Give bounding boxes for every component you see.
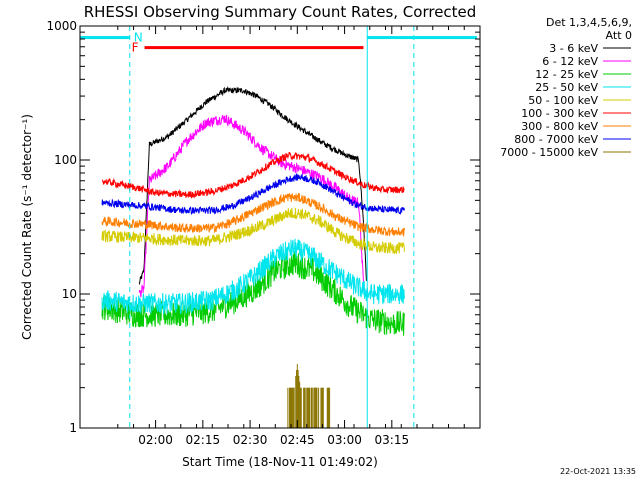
legend-header-line-1: Det 1,3,4,5,6,9, <box>546 16 632 29</box>
legend-header-line-2: Att 0 <box>606 29 632 42</box>
flare-bar <box>144 46 364 50</box>
series-line-800-7000kev <box>101 173 405 216</box>
y-tick-label: 10 <box>62 287 77 301</box>
legend-label: 7000 - 15000 keV <box>500 146 598 159</box>
night-bar <box>80 36 130 40</box>
x-tick-label: 03:15 <box>375 433 410 447</box>
x-tick-label: 02:45 <box>280 433 315 447</box>
chart-title: RHESSI Observing Summary Count Rates, Co… <box>84 3 477 21</box>
series-line-50-100kev <box>101 208 405 255</box>
legend-label: 50 - 100 keV <box>528 94 598 107</box>
legend-label: 3 - 6 keV <box>549 42 598 55</box>
legend-label: 800 - 7000 keV <box>514 133 598 146</box>
y-axis-label: Corrected Count Rate (s⁻¹ detector⁻¹) <box>20 114 34 340</box>
y-tick-label: 100 <box>54 153 77 167</box>
flare-flag-label: F <box>132 41 139 55</box>
footer-date: 22-Oct-2021 13:35 <box>560 467 636 476</box>
series-line-6-12kev <box>138 114 367 298</box>
legend-label: 12 - 25 keV <box>535 68 598 81</box>
plot-frame <box>79 25 481 429</box>
series-line-100-300kev <box>101 151 405 199</box>
y-tick-label: 1 <box>69 421 77 435</box>
series-line-25-50kev <box>101 238 405 316</box>
legend-label: 6 - 12 keV <box>542 55 598 68</box>
night-bar <box>367 36 477 40</box>
series-line-3-6kev <box>138 85 367 286</box>
y-tick-label: 1000 <box>46 19 77 33</box>
axes: 02:00 02:15 02:30 02:45 03:00 03:15 1 10 100 1000 <box>46 19 480 447</box>
x-tick-label: 03:00 <box>327 433 362 447</box>
x-tick-label: 02:15 <box>186 433 221 447</box>
series-line-300-800kev <box>101 193 405 237</box>
night-flag-label: N <box>134 31 143 45</box>
x-axis-label: Start Time (18-Nov-11 01:49:02) <box>182 455 378 469</box>
legend-label: 100 - 300 keV <box>521 107 598 120</box>
series-line-12-25kev <box>101 251 405 336</box>
x-tick-label: 02:30 <box>233 433 268 447</box>
legend-label: 300 - 800 keV <box>521 120 598 133</box>
x-tick-label: 02:00 <box>138 433 173 447</box>
legend-label: 25 - 50 keV <box>535 81 598 94</box>
plot-area: FN <box>79 25 481 429</box>
